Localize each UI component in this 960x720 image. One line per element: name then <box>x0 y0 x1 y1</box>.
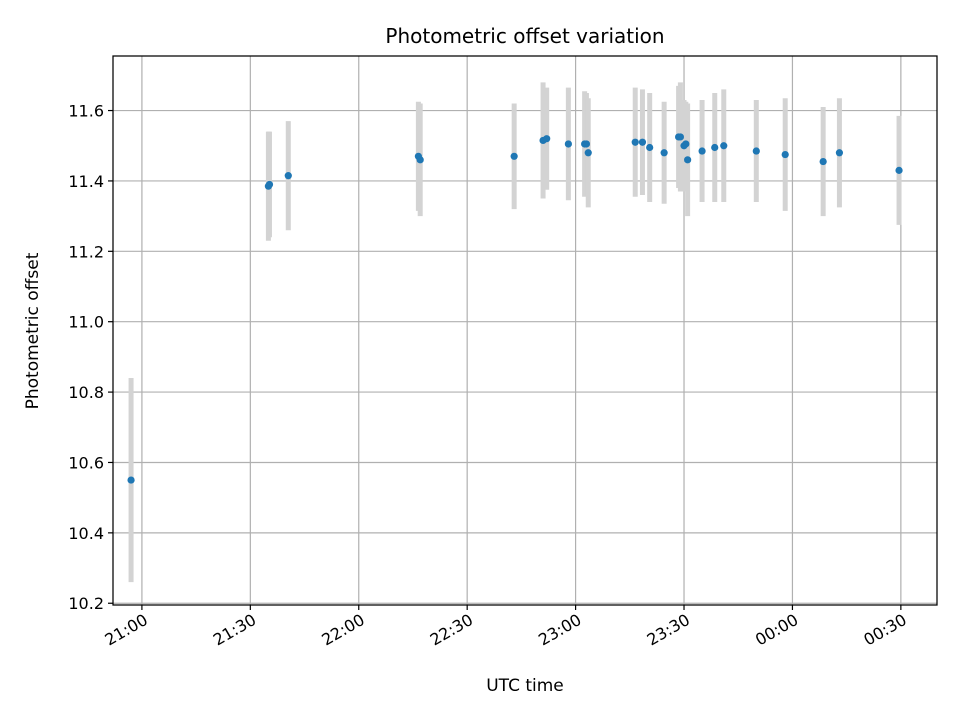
y-tick-label: 11.4 <box>68 172 104 191</box>
y-tick-label: 11.0 <box>68 313 104 332</box>
data-point <box>543 135 551 143</box>
point-layer <box>127 133 903 484</box>
data-point <box>265 180 274 189</box>
chart-title: Photometric offset variation <box>385 24 664 48</box>
data-point <box>510 152 518 160</box>
y-tick-label: 11.2 <box>68 242 104 261</box>
data-point <box>698 147 706 155</box>
data-point <box>752 147 760 155</box>
y-tick-label: 10.2 <box>68 594 104 613</box>
data-point <box>638 138 647 146</box>
plot-frame <box>112 55 938 606</box>
data-point <box>819 157 827 166</box>
data-point <box>127 476 135 484</box>
data-point <box>895 166 903 174</box>
y-tick-label: 11.6 <box>68 102 104 121</box>
data-point <box>660 149 668 157</box>
data-point <box>676 133 685 141</box>
data-point <box>720 142 728 150</box>
y-axis-title: Photometric offset <box>23 252 43 409</box>
data-point <box>781 150 789 159</box>
x-axis-title: UTC time <box>486 676 564 696</box>
data-point <box>564 140 572 148</box>
data-point <box>682 140 690 148</box>
y-tick-label: 10.8 <box>68 383 104 402</box>
data-point <box>835 149 844 157</box>
y-tick-label: 10.6 <box>68 453 104 472</box>
y-tick-label: 10.4 <box>68 524 104 543</box>
data-point <box>646 143 654 152</box>
data-point <box>416 156 424 164</box>
data-point <box>631 138 639 146</box>
data-point <box>684 156 692 164</box>
data-point <box>711 143 719 152</box>
data-point <box>584 149 592 157</box>
data-point <box>284 172 292 180</box>
data-point <box>582 140 591 148</box>
